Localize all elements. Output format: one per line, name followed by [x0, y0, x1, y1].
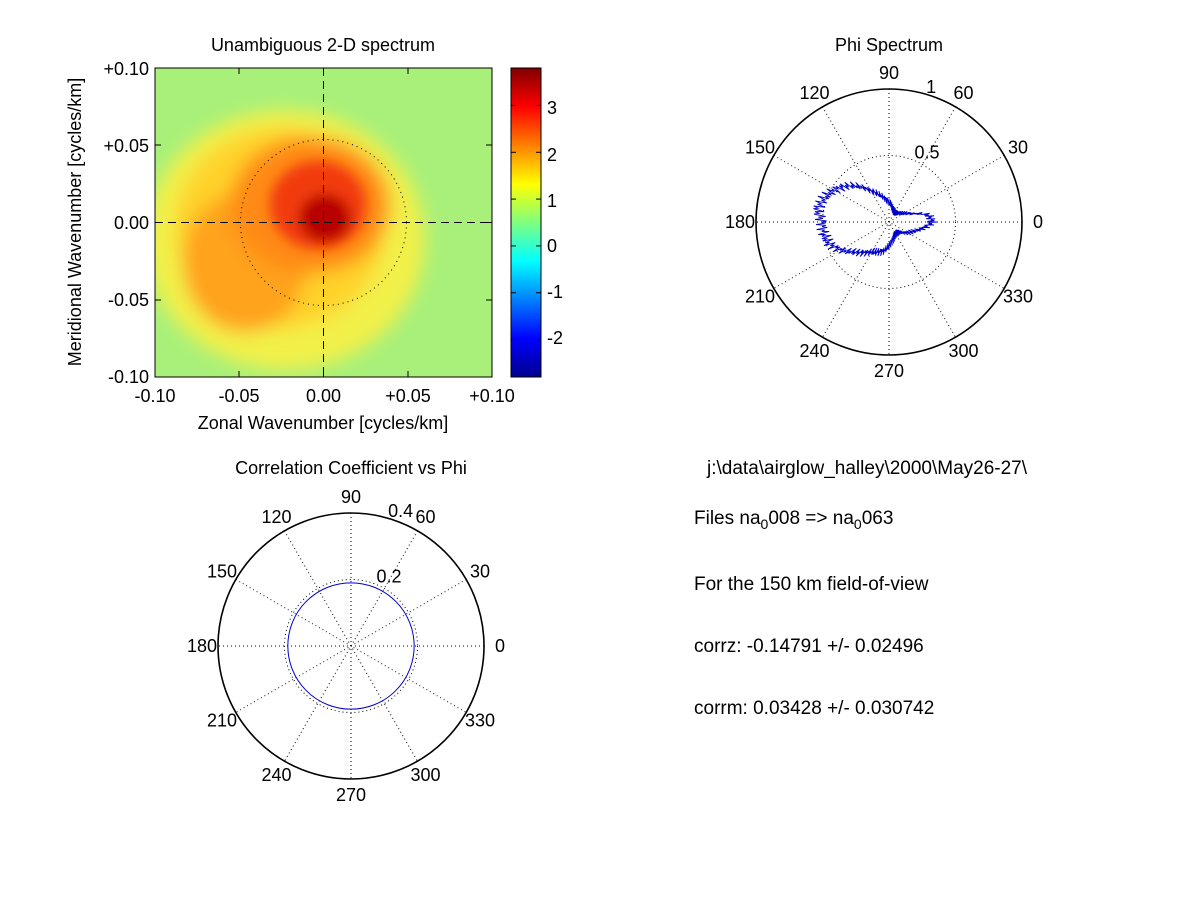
phi-ring-label: 1	[926, 77, 936, 97]
files-range: Files na0008 => na0063	[694, 508, 893, 532]
heatmap-tick-marks	[154, 67, 493, 378]
y-tick-label: +0.10	[103, 59, 149, 79]
x-tick-label: +0.10	[469, 386, 515, 406]
files-subscript: 0	[760, 515, 769, 532]
x-tick-label: -0.05	[218, 386, 259, 406]
fov-text: For the 150 km field-of-view	[694, 574, 929, 595]
phi-outer-ring	[755, 88, 1023, 356]
corr-ring-label: 0.2	[377, 567, 402, 587]
colorbar-tick-marks	[511, 104, 541, 341]
phi-angle-label: 30	[1008, 138, 1028, 158]
phi-angle-label: 330	[1003, 287, 1033, 307]
colorbar-tick-label: -2	[547, 328, 563, 348]
corr-angle-label: 150	[207, 562, 237, 582]
corr-angle-label: 90	[341, 487, 361, 507]
phi-angle-label: 240	[799, 341, 829, 361]
phi-spectrum-polar: 0.5 1 0 30 60 90 120 150 180 210 240 270 300 330	[725, 63, 1043, 381]
files-prefix: Files na	[694, 508, 761, 529]
x-tick-label: +0.05	[385, 386, 431, 406]
phi-spectrum-title: Phi Spectrum	[835, 35, 943, 55]
spectrum2d-panel: Unambiguous 2-D spectrum -0.10 -0.05 0.0…	[65, 35, 563, 433]
phi-angle-label: 150	[745, 138, 775, 158]
colorbar	[510, 67, 542, 378]
corr-angle-label: 120	[261, 507, 291, 527]
corr-angle-label: 330	[465, 711, 495, 731]
x-tick-label: -0.10	[134, 386, 175, 406]
colorbar-tick-label: 2	[547, 145, 557, 165]
y-tick-label: -0.10	[108, 367, 149, 387]
x-axis-label: Zonal Wavenumber [cycles/km]	[198, 413, 448, 433]
corr-ring-label: 0.4	[388, 501, 413, 521]
corrz-text: corrz: -0.14791 +/- 0.02496	[694, 636, 924, 657]
colorbar-tick-label: 0	[547, 236, 557, 256]
y-axis-label: Meridional Wavenumber [cycles/km]	[65, 78, 85, 366]
corr-phi-title: Correlation Coefficient vs Phi	[235, 458, 467, 478]
phi-spectrum-panel: Phi Spectrum 0.5 1 0 30 60 90 120 150 180 210 240 2…	[725, 35, 1043, 381]
corr-spoke	[235, 579, 467, 713]
corr-phi-line	[287, 582, 415, 710]
spectrum2d-title: Unambiguous 2-D spectrum	[211, 35, 435, 55]
phi-angle-label: 0	[1033, 212, 1043, 232]
colorbar-tick-label: 3	[547, 98, 557, 118]
phi-angle-label: 90	[879, 63, 899, 83]
phi-angle-label: 300	[948, 341, 978, 361]
spectrum2d-heatmap	[155, 68, 492, 377]
corr-angle-label: 180	[187, 636, 217, 656]
phi-angle-label: 270	[874, 361, 904, 381]
files-end: 063	[861, 508, 894, 529]
corr-angle-label: 210	[207, 711, 237, 731]
y-tick-label: -0.05	[108, 290, 149, 310]
corr-ring	[284, 579, 418, 713]
phi-spectrum-line	[813, 181, 938, 257]
phi-angle-label: 120	[799, 83, 829, 103]
corr-angle-label: 270	[336, 785, 366, 805]
y-tick-label: +0.05	[103, 136, 149, 156]
files-subscript: 0	[853, 515, 862, 532]
phi-angle-label: 180	[725, 212, 755, 232]
phi-angle-label: 60	[953, 83, 973, 103]
colorbar-tick-label: 1	[547, 191, 557, 211]
corr-angle-label: 240	[261, 765, 291, 785]
corr-angle-label: 0	[495, 636, 505, 656]
corr-angle-label: 30	[470, 562, 490, 582]
corr-phi-polar: 0.2 0.4 0 30 60 90 120 150 180 210 240 270 300 330	[187, 487, 505, 805]
data-path: j:\data\airglow_halley\2000\May26-27\	[707, 458, 1028, 479]
corr-angle-label: 60	[415, 507, 435, 527]
x-tick-label: 0.00	[306, 386, 341, 406]
phi-angle-label: 210	[745, 287, 775, 307]
heatmap-dark-red	[299, 194, 351, 242]
files-mid: 008 => na	[768, 508, 854, 529]
corr-phi-panel: Correlation Coefficient vs Phi 0.2 0.4 0 30…	[187, 458, 505, 805]
colorbar-tick-label: -1	[547, 282, 563, 302]
corr-angle-label: 300	[410, 765, 440, 785]
phi-spoke	[773, 155, 1005, 289]
corrm-text: corrm: 0.03428 +/- 0.030742	[694, 698, 935, 719]
phi-ring-label: 0.5	[915, 143, 940, 163]
corr-outer-ring	[217, 512, 485, 780]
y-tick-label: 0.00	[114, 213, 149, 233]
